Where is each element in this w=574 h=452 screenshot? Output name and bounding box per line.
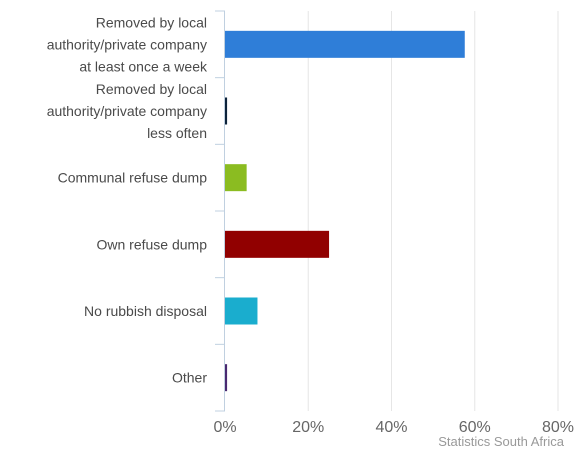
category-label: Removed by local: [96, 81, 207, 97]
bar-5: [225, 297, 258, 325]
bar-2: [225, 97, 228, 125]
bar-4: [225, 230, 330, 258]
gridlines: [307, 11, 559, 411]
bars: [225, 30, 465, 392]
category-label: No rubbish disposal: [84, 303, 207, 319]
category-labels: Removed by local authority/private compan…: [47, 14, 208, 385]
category-label: authority/private company: [47, 36, 207, 52]
category-label: authority/private company: [47, 103, 207, 119]
category-label: Other: [172, 370, 207, 386]
x-tick-label: 20%: [292, 419, 324, 436]
bar-1: [225, 30, 465, 58]
category-label: less often: [147, 125, 207, 141]
x-tick-label: 40%: [375, 419, 407, 436]
x-tick-label: 80%: [542, 419, 574, 436]
category-label: Own refuse dump: [97, 236, 208, 252]
bar-6: [225, 364, 228, 392]
bar-3: [225, 164, 247, 192]
value-tick-labels: 0% 20% 40% 60% 80%: [213, 419, 574, 436]
category-label: Communal refuse dump: [58, 170, 208, 186]
category-axis: [215, 10, 225, 412]
chart-credit[interactable]: Statistics South Africa: [438, 434, 564, 449]
category-label: at least once a week: [79, 58, 208, 74]
x-tick-label: 60%: [459, 419, 491, 436]
x-tick-label: 0%: [213, 419, 236, 436]
category-label: Removed by local: [96, 14, 207, 30]
